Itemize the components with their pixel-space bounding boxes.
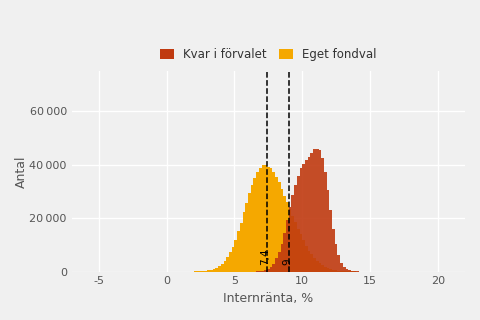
Bar: [335, 270, 337, 272]
Bar: [297, 176, 300, 272]
Bar: [283, 233, 286, 272]
Bar: [240, 222, 242, 272]
Bar: [262, 271, 264, 272]
Bar: [327, 268, 329, 272]
Bar: [329, 210, 332, 272]
Bar: [337, 271, 340, 272]
Text: 9: 9: [282, 258, 292, 265]
Bar: [280, 188, 283, 272]
Bar: [267, 167, 270, 272]
Text: 7,4: 7,4: [260, 248, 270, 265]
Bar: [229, 252, 232, 272]
Bar: [264, 270, 267, 272]
Bar: [270, 267, 272, 272]
Bar: [321, 158, 324, 272]
Bar: [294, 185, 297, 272]
Bar: [207, 270, 210, 272]
Bar: [242, 212, 245, 272]
Bar: [288, 209, 291, 272]
Bar: [313, 258, 316, 272]
Bar: [275, 259, 278, 272]
Bar: [270, 167, 272, 272]
Bar: [319, 150, 321, 272]
Bar: [324, 267, 327, 272]
Bar: [272, 172, 275, 272]
Bar: [300, 234, 302, 272]
Bar: [316, 260, 319, 272]
Bar: [324, 172, 327, 272]
Bar: [224, 261, 226, 272]
Legend: Kvar i förvalet, Eget fondval: Kvar i förvalet, Eget fondval: [156, 45, 381, 65]
Bar: [302, 241, 305, 272]
Y-axis label: Antal: Antal: [15, 155, 28, 188]
Bar: [291, 196, 294, 272]
Bar: [348, 270, 351, 272]
Bar: [280, 244, 283, 272]
Bar: [213, 269, 216, 272]
Bar: [278, 182, 280, 272]
Bar: [300, 168, 302, 272]
Bar: [332, 229, 335, 272]
Bar: [259, 168, 262, 272]
Bar: [316, 149, 319, 272]
Bar: [351, 271, 354, 272]
Bar: [275, 177, 278, 272]
Bar: [248, 193, 251, 272]
Bar: [210, 270, 213, 272]
Bar: [340, 271, 343, 272]
Bar: [256, 172, 259, 272]
Bar: [294, 222, 297, 272]
Bar: [253, 178, 256, 272]
Bar: [202, 271, 204, 272]
Bar: [329, 269, 332, 272]
Bar: [340, 263, 343, 272]
Bar: [245, 203, 248, 272]
Bar: [343, 267, 346, 272]
Bar: [337, 255, 340, 272]
Bar: [332, 270, 335, 272]
Bar: [232, 247, 234, 272]
Bar: [308, 157, 311, 272]
Bar: [221, 264, 224, 272]
Bar: [346, 269, 348, 272]
Bar: [272, 264, 275, 272]
Bar: [262, 165, 264, 272]
Bar: [286, 220, 288, 272]
Bar: [311, 153, 313, 272]
Bar: [204, 271, 207, 272]
Bar: [216, 268, 218, 272]
Bar: [327, 190, 329, 272]
Bar: [226, 257, 229, 272]
Bar: [321, 265, 324, 272]
Bar: [286, 202, 288, 272]
Bar: [237, 231, 240, 272]
Bar: [311, 254, 313, 272]
Bar: [297, 229, 300, 272]
Bar: [313, 149, 316, 272]
Bar: [291, 216, 294, 272]
Bar: [267, 269, 270, 272]
X-axis label: Internränta, %: Internränta, %: [223, 292, 313, 305]
Bar: [308, 251, 311, 272]
Bar: [264, 164, 267, 272]
Bar: [288, 207, 291, 272]
Bar: [218, 266, 221, 272]
Bar: [319, 263, 321, 272]
Bar: [278, 252, 280, 272]
Bar: [305, 246, 308, 272]
Bar: [234, 239, 237, 272]
Bar: [251, 185, 253, 272]
Bar: [302, 164, 305, 272]
Bar: [335, 244, 337, 272]
Bar: [283, 196, 286, 272]
Bar: [343, 271, 346, 272]
Bar: [305, 160, 308, 272]
